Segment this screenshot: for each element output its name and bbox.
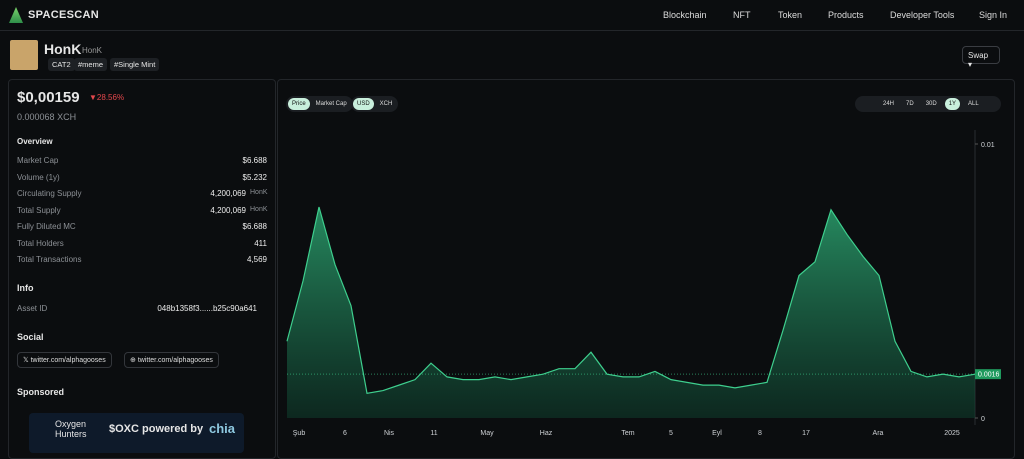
row-unit: HonK: [250, 205, 268, 213]
xch-value: 0.000068: [17, 112, 55, 122]
x-tick-label: Haz: [540, 430, 553, 437]
nav-item[interactable]: Token: [778, 10, 803, 20]
section-title: Info: [17, 283, 34, 293]
link-text: twitter.com/alphagooses: [30, 357, 106, 364]
xch-unit: XCH: [57, 112, 77, 122]
row-value: 4,200,069: [210, 189, 246, 198]
x-tick-label: 8: [758, 430, 762, 437]
y-tick-label: 0.01: [981, 142, 995, 149]
section-title: Overview: [17, 137, 53, 146]
y-tick-label: 0: [981, 416, 985, 423]
range-button[interactable]: 24H: [883, 101, 895, 107]
x-tick-label: Şub: [293, 430, 306, 437]
row-label: Volume (1y): [17, 172, 60, 182]
section-title: Sponsored: [17, 387, 65, 397]
tag[interactable]: #Single Mint: [110, 58, 160, 71]
sponsor-banner[interactable]: Oxygen Hunters $OXC powered by chia: [29, 413, 244, 453]
range-button[interactable]: 7D: [906, 101, 914, 107]
price-xch: 0.000068 XCH: [17, 112, 76, 122]
row-label: Circulating Supply: [17, 189, 82, 198]
row-label: Total Supply: [17, 205, 61, 215]
nav-item[interactable]: Products: [828, 10, 864, 20]
toggle-button[interactable]: USD: [353, 98, 374, 110]
tag[interactable]: #meme: [74, 58, 108, 71]
toggle-button[interactable]: Price: [288, 98, 310, 110]
x-tick-label: Nis: [384, 430, 395, 437]
section-title: Social: [17, 332, 44, 342]
row-label: Total Transactions: [17, 255, 82, 264]
range-button[interactable]: 30D: [925, 101, 937, 107]
row-value: 4,200,069: [210, 205, 246, 215]
brand[interactable]: SPACESCAN: [28, 9, 99, 21]
swap-label: Swap: [968, 51, 989, 60]
row-unit: HonK: [250, 189, 268, 196]
price-badge: [975, 369, 1001, 380]
chart: 0 0.01 0.0016 Şub 6 Nis 11 May Haz Tem 5 Eyl 8 17 Ara 2…: [286, 130, 1001, 437]
tag[interactable]: CAT2: [48, 58, 75, 71]
line: [286, 206, 976, 395]
row-value: 4,569: [246, 255, 267, 264]
row-value: $6.688: [242, 222, 267, 231]
sign-in[interactable]: Sign In: [979, 10, 1008, 20]
logo: [9, 7, 23, 23]
row-label: Asset ID: [17, 304, 48, 313]
link-text: twitter.com/alphagooses: [137, 357, 213, 364]
change-value: 28.56%: [96, 93, 125, 102]
sponsor-partner: chia: [209, 421, 236, 436]
nav-item[interactable]: NFT: [733, 10, 751, 20]
row-label: Total Holders: [17, 238, 64, 248]
row-value: $6.688: [242, 156, 267, 165]
x-tick-label: 2025: [944, 430, 960, 437]
row-value: $5.232: [242, 172, 267, 182]
nav-item[interactable]: Developer Tools: [890, 10, 955, 20]
row-label: Market Cap: [17, 156, 59, 165]
x-tick-label: 11: [430, 430, 437, 437]
toggle-button[interactable]: XCH: [379, 101, 393, 107]
x-tick-label: Tem: [621, 430, 634, 437]
currency-toggle: USD XCH: [351, 96, 399, 112]
sponsor-brand: Oxygen Hunters: [55, 419, 87, 439]
row-value: 411: [254, 238, 267, 248]
x-tick-label: 6: [343, 430, 347, 437]
price: $0,00159: [17, 89, 80, 106]
swap-button[interactable]: Swap ▾: [962, 46, 1000, 69]
asset-id[interactable]: 048b1358f3......b25c90a641: [157, 304, 257, 313]
price-label: 0.0016: [978, 372, 1000, 379]
social-link[interactable]: ⊕ twitter.com/alphagooses: [124, 352, 219, 368]
nav-item[interactable]: Blockchain: [663, 10, 707, 20]
range-button[interactable]: 1Y: [944, 98, 961, 110]
token-ticker: HonK: [82, 46, 103, 55]
navbar: SPACESCAN Blockchain NFT Token Products …: [0, 0, 1024, 31]
x-tick-label: 17: [802, 430, 810, 437]
x-tick-label: Eyl: [712, 430, 722, 437]
sponsor-text: $OXC powered by: [109, 423, 204, 435]
token-name: HonK: [44, 41, 82, 57]
x-tick-label: May: [480, 430, 494, 437]
x-tick-label: 5: [669, 430, 673, 437]
range-button[interactable]: ALL: [968, 101, 979, 107]
metric-toggle: Price Market Cap: [286, 96, 353, 112]
range-toggle: 24H 7D 30D 1Y ALL: [855, 96, 1001, 112]
social-link[interactable]: 𝕏 twitter.com/alphagooses: [17, 352, 112, 368]
token-image: [10, 40, 38, 70]
x-tick-label: Ara: [873, 430, 884, 437]
toggle-button[interactable]: Market Cap: [315, 101, 347, 107]
info-panel: $0,00159 ▼28.56% 0.000068 XCH Overview M…: [8, 79, 276, 459]
price-change: ▼28.56%: [89, 93, 125, 102]
area: [287, 207, 975, 418]
row-label: Fully Diluted MC: [17, 222, 76, 231]
